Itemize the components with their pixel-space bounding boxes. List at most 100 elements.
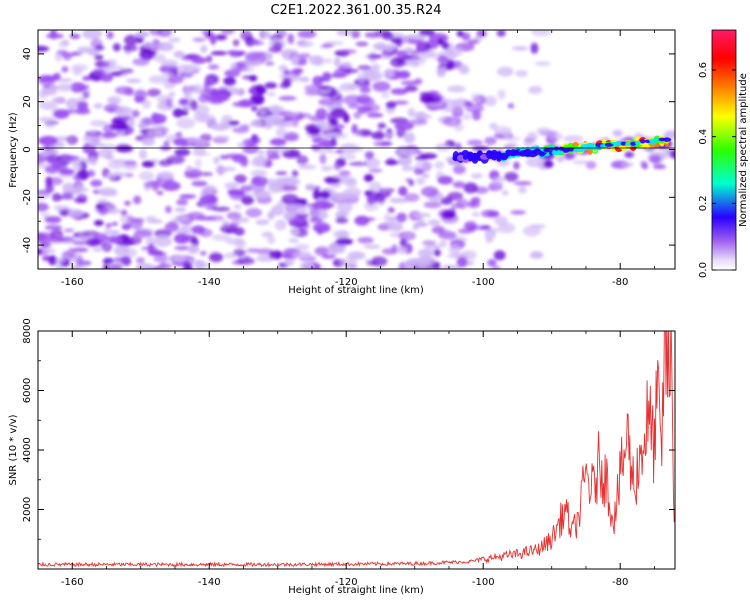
noise-blob	[268, 182, 284, 194]
noise-blob	[153, 236, 173, 247]
noise-blob	[48, 255, 58, 266]
signal-ridge-blob	[573, 148, 579, 153]
noise-blob	[288, 238, 300, 244]
noise-blob	[255, 256, 274, 262]
colorbar-gradient	[711, 29, 737, 271]
noise-blob	[228, 120, 240, 126]
noise-blob	[441, 41, 450, 50]
noise-blob	[236, 257, 255, 265]
noise-blob	[161, 181, 181, 191]
noise-blob	[284, 111, 300, 117]
noise-blob	[223, 252, 237, 259]
noise-blob	[330, 137, 337, 146]
noise-blob	[497, 89, 506, 100]
noise-blob	[211, 123, 230, 131]
noise-blob	[328, 92, 343, 101]
noise-blob	[112, 43, 121, 52]
noise-blob	[186, 212, 206, 221]
noise-blob	[38, 248, 43, 255]
waterfall-y-tick-label: -20	[22, 189, 33, 205]
noise-blob	[38, 76, 56, 86]
noise-blob	[382, 55, 391, 60]
noise-blob	[287, 33, 295, 45]
noise-blob	[174, 148, 191, 157]
noise-blob	[110, 264, 123, 269]
noise-blob	[38, 116, 56, 123]
noise-blob	[278, 95, 297, 101]
noise-blob	[356, 72, 366, 84]
noise-blob	[408, 179, 415, 187]
noise-blob	[192, 37, 206, 43]
noise-blob	[141, 136, 155, 146]
noise-blob	[179, 194, 197, 199]
waterfall-y-tick-label: 20	[22, 95, 33, 108]
noise-blob	[404, 193, 420, 202]
noise-blob	[200, 45, 208, 53]
noise-blob	[310, 144, 321, 151]
noise-blob	[312, 222, 331, 233]
noise-blob	[274, 219, 287, 231]
noise-blob	[182, 64, 201, 74]
noise-blob	[368, 54, 383, 59]
noise-blob	[433, 248, 441, 257]
noise-blob	[343, 94, 362, 106]
noise-blob	[88, 130, 97, 135]
noise-blob	[173, 214, 191, 223]
noise-blob	[421, 186, 439, 197]
noise-blob	[398, 231, 416, 241]
noise-blob	[208, 97, 225, 105]
noise-blob	[234, 204, 242, 210]
noise-blob	[502, 131, 511, 138]
noise-blob	[423, 244, 442, 250]
noise-blob	[193, 112, 209, 123]
noise-blob	[335, 238, 353, 246]
noise-blob	[314, 55, 325, 66]
noise-blob	[563, 151, 577, 160]
noise-blob	[492, 265, 501, 269]
noise-blob	[253, 155, 268, 167]
noise-blob	[292, 251, 313, 259]
noise-blob	[148, 251, 168, 256]
noise-blob	[75, 257, 84, 267]
noise-blob	[72, 51, 83, 56]
noise-blob	[191, 180, 208, 187]
noise-blob	[427, 219, 441, 226]
noise-blob	[245, 51, 262, 62]
noise-blob	[90, 179, 103, 187]
noise-blob	[237, 142, 247, 149]
noise-blob	[437, 37, 444, 46]
noise-blob	[507, 142, 518, 148]
noise-blob	[262, 31, 271, 39]
noise-blob	[484, 136, 497, 146]
snr-x-tick-label: -120	[335, 577, 358, 588]
noise-blob	[245, 207, 262, 218]
noise-blob	[107, 172, 118, 179]
noise-blob	[44, 248, 56, 254]
noise-blob	[372, 81, 391, 92]
noise-blob	[281, 193, 299, 205]
snr-panel: -160 -140 -120 -100 -80 2000 4000 6000 8000 Heig…	[8, 318, 676, 596]
noise-blob	[415, 160, 433, 171]
noise-blob	[180, 223, 192, 235]
noise-blob	[511, 46, 529, 51]
noise-blob	[415, 177, 426, 186]
noise-blob	[118, 68, 134, 74]
noise-blob	[38, 45, 50, 52]
noise-blob	[381, 187, 392, 192]
noise-blob	[60, 155, 80, 161]
signal-ridge-blob	[529, 150, 536, 154]
noise-blob	[612, 129, 623, 137]
noise-blob	[250, 170, 268, 177]
noise-blob	[374, 192, 386, 203]
noise-blob	[431, 225, 445, 234]
noise-blob	[264, 119, 273, 130]
noise-blob	[145, 236, 157, 246]
noise-blob	[198, 94, 210, 103]
noise-blob	[556, 155, 565, 163]
noise-blob	[255, 84, 265, 95]
noise-blob	[108, 208, 123, 214]
noise-blob	[284, 257, 295, 266]
noise-blob	[434, 160, 445, 170]
noise-blob	[502, 136, 522, 141]
